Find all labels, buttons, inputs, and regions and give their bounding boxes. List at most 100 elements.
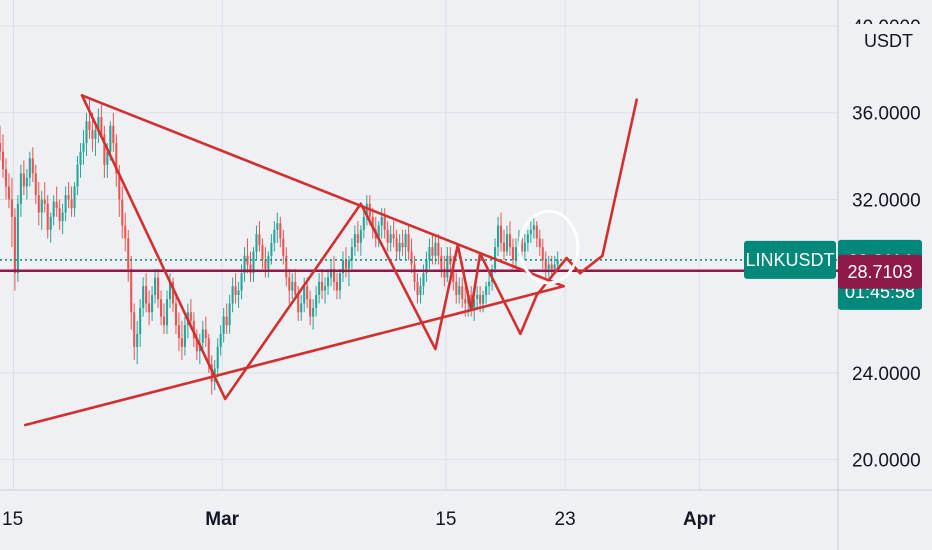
candle-94 [279, 216, 282, 248]
candle-body [106, 151, 109, 165]
candle-66 [195, 329, 198, 360]
candle-body [162, 316, 166, 326]
candle-76 [225, 303, 228, 334]
candle-body [553, 264, 556, 269]
candle-body [222, 316, 225, 334]
candle-body [151, 294, 154, 313]
candle-56 [165, 290, 169, 334]
candle-body [535, 225, 538, 239]
candle-55 [162, 303, 166, 334]
candle-body [443, 268, 446, 278]
axis-layer: 40.000036.000032.000024.000020.0000USDT1… [2, 17, 924, 530]
candle-10 [28, 151, 31, 187]
candle-160 [476, 286, 479, 308]
candle-9 [25, 169, 28, 200]
candle-body [121, 199, 124, 226]
candle-154 [458, 277, 461, 304]
pattern-layer [23, 94, 639, 427]
candle-body [216, 346, 219, 369]
candle-body [195, 338, 198, 352]
candle-body [386, 229, 389, 243]
candle-body [58, 208, 61, 222]
candle-body [94, 130, 97, 139]
candle-132 [392, 221, 395, 248]
candle-121 [359, 225, 362, 256]
candle-body [499, 225, 503, 243]
candle-16 [46, 195, 49, 239]
candle-body [392, 234, 395, 239]
candle-body [100, 117, 103, 135]
candle-body [523, 242, 526, 252]
candle-99 [294, 268, 297, 300]
candle-body [231, 286, 234, 304]
candle-49 [145, 273, 148, 313]
candle-body [389, 234, 392, 243]
candle-body [288, 277, 291, 291]
candle-131 [389, 225, 392, 252]
candle-122 [362, 208, 365, 239]
candle-77 [228, 294, 231, 334]
candle-body [329, 268, 333, 278]
candle-8 [22, 160, 25, 196]
candle-187 [556, 251, 559, 269]
candle-46 [136, 320, 139, 365]
candle-1 [1, 134, 5, 178]
candle-145 [431, 234, 434, 265]
candle-147 [437, 234, 440, 265]
candle-87 [258, 221, 261, 252]
candle-body [52, 201, 55, 217]
candle-15 [43, 182, 46, 213]
candle-38 [112, 112, 115, 152]
candle-60 [177, 312, 180, 352]
candle-24 [70, 186, 73, 217]
candle-127 [377, 221, 380, 248]
candle-body [7, 186, 10, 200]
candle-180 [535, 221, 538, 248]
candle-5 [13, 208, 16, 291]
candle-98 [291, 273, 294, 300]
candle-body [485, 286, 488, 295]
candle-body [136, 333, 139, 347]
candle-body [204, 329, 207, 339]
candle-body [431, 247, 434, 256]
price-lines-layer [0, 259, 838, 273]
candle-169 [502, 229, 506, 261]
candle-body [82, 143, 85, 152]
candle-41 [121, 186, 124, 239]
candle-body [488, 281, 491, 287]
candle-body [455, 281, 458, 295]
x-tick-label-4: Apr [683, 509, 716, 530]
candle-42 [124, 212, 127, 252]
candle-body [437, 242, 440, 256]
candle-body [285, 255, 288, 278]
candle-body [332, 268, 336, 282]
candle-90 [267, 251, 270, 278]
candle-47 [139, 299, 142, 347]
candle-181 [538, 229, 541, 256]
candle-body [267, 255, 270, 269]
candle-44 [130, 255, 133, 330]
candle-183 [544, 251, 547, 278]
candle-body [142, 286, 145, 308]
candle-108 [321, 268, 324, 300]
candle-body [4, 169, 8, 187]
candle-120 [356, 221, 359, 252]
candle-62 [183, 316, 186, 356]
candle-body [240, 273, 243, 291]
candle-body [183, 325, 186, 347]
candle-layer [0, 99, 559, 395]
marked-price-label: 28.7103 [847, 262, 912, 282]
candle-93 [276, 212, 279, 243]
candle-59 [174, 294, 177, 334]
candle-body [315, 294, 318, 308]
candle-119 [353, 225, 356, 256]
candle-body [177, 325, 180, 339]
candle-body [270, 242, 273, 256]
candle-33 [97, 108, 100, 144]
candle-107 [318, 273, 321, 304]
candle-135 [401, 229, 404, 256]
candle-53 [157, 268, 160, 308]
candle-129 [383, 208, 386, 239]
